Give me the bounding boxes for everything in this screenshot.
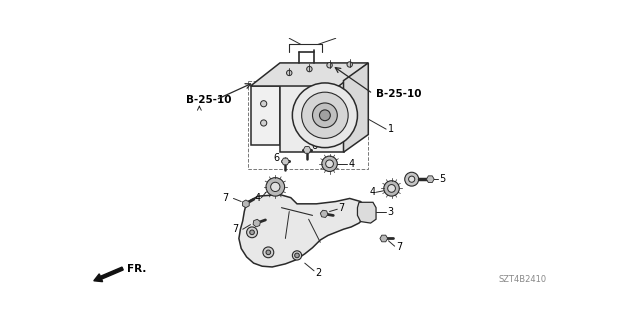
Polygon shape: [426, 176, 434, 182]
Polygon shape: [358, 202, 376, 223]
Circle shape: [404, 172, 419, 186]
Circle shape: [287, 70, 292, 76]
Text: 3: 3: [388, 207, 394, 217]
Polygon shape: [250, 63, 368, 86]
Circle shape: [292, 83, 358, 148]
Circle shape: [260, 120, 267, 126]
Circle shape: [384, 181, 399, 196]
Text: 7: 7: [222, 193, 228, 204]
Polygon shape: [282, 158, 289, 165]
Polygon shape: [303, 147, 311, 153]
Circle shape: [347, 62, 353, 67]
Circle shape: [271, 182, 280, 191]
Circle shape: [250, 230, 254, 235]
Text: B-25-10: B-25-10: [186, 95, 232, 105]
Circle shape: [322, 156, 337, 172]
Circle shape: [327, 63, 332, 68]
Circle shape: [263, 247, 274, 258]
Circle shape: [301, 92, 348, 138]
Circle shape: [266, 178, 285, 196]
Bar: [248, 81, 368, 169]
Text: 2: 2: [316, 268, 322, 278]
Text: 7: 7: [233, 224, 239, 234]
Text: 6: 6: [274, 152, 280, 163]
Circle shape: [312, 103, 337, 128]
Polygon shape: [243, 200, 249, 208]
Text: 5: 5: [440, 174, 446, 184]
Circle shape: [246, 227, 257, 238]
Text: FR.: FR.: [127, 263, 146, 273]
Text: 7: 7: [396, 242, 403, 252]
Circle shape: [292, 251, 301, 260]
Text: B-25-10: B-25-10: [376, 89, 422, 99]
Circle shape: [294, 253, 300, 258]
Circle shape: [326, 160, 333, 168]
Polygon shape: [320, 210, 328, 218]
Text: 1: 1: [388, 124, 394, 134]
Text: 6: 6: [311, 141, 317, 151]
Polygon shape: [280, 81, 344, 152]
FancyArrow shape: [94, 267, 124, 282]
Circle shape: [319, 110, 330, 121]
Polygon shape: [250, 86, 280, 145]
Circle shape: [307, 66, 312, 72]
Polygon shape: [380, 235, 388, 242]
Text: 4: 4: [254, 193, 260, 204]
Polygon shape: [344, 63, 368, 152]
Circle shape: [408, 176, 415, 182]
Polygon shape: [239, 195, 367, 267]
Circle shape: [388, 185, 396, 192]
Circle shape: [266, 250, 271, 255]
Polygon shape: [253, 219, 260, 227]
Text: 4: 4: [370, 187, 376, 197]
Text: 7: 7: [338, 203, 344, 213]
Text: 4: 4: [349, 159, 355, 169]
Text: SZT4B2410: SZT4B2410: [499, 275, 547, 284]
Circle shape: [260, 101, 267, 107]
